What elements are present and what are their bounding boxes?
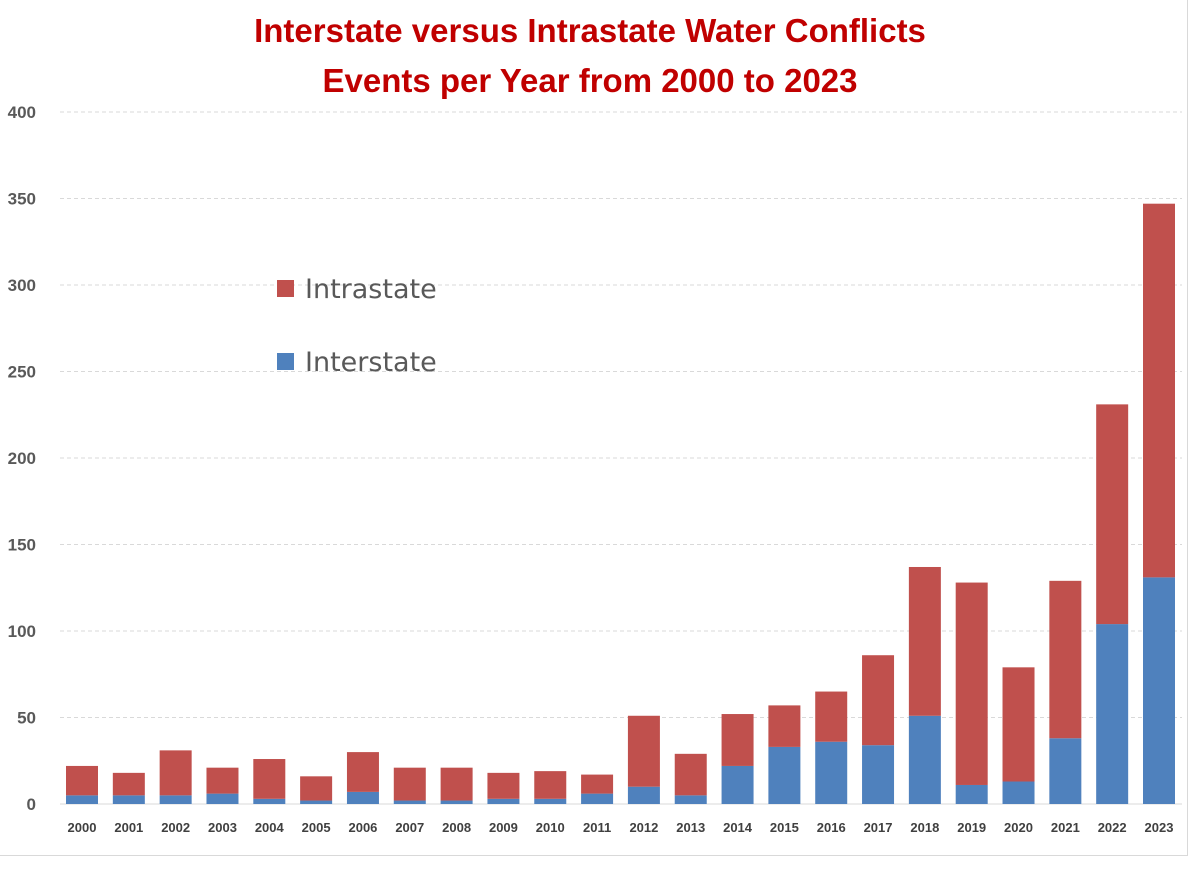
- y-tick-label: 350: [8, 190, 36, 209]
- x-tick-label: 2022: [1098, 820, 1127, 835]
- y-tick-label: 400: [8, 103, 36, 122]
- bar-intrastate-2003: [206, 767, 239, 794]
- legend-label-intrastate: Intrastate: [305, 274, 437, 305]
- chart-frame: [0, 0, 1188, 856]
- bar-intrastate-2010: [534, 771, 567, 799]
- x-tick-label: 2007: [395, 820, 424, 835]
- y-tick-label: 250: [8, 363, 36, 382]
- y-tick-label: 50: [17, 709, 36, 728]
- bar-intrastate-2013: [674, 753, 707, 796]
- bar-intrastate-2020: [1002, 667, 1035, 782]
- x-tick-label: 2014: [723, 820, 753, 835]
- x-tick-label: 2012: [629, 820, 658, 835]
- bar-intrastate-2006: [346, 752, 379, 792]
- x-tick-label: 2003: [208, 820, 237, 835]
- bar-interstate-2013: [674, 795, 707, 804]
- bar-intrastate-2009: [487, 772, 520, 799]
- bar-interstate-2000: [66, 795, 98, 804]
- bar-interstate-2008: [440, 800, 473, 804]
- x-tick-label: 2008: [442, 820, 471, 835]
- bar-intrastate-2011: [581, 774, 614, 794]
- bar-intrastate-2015: [768, 705, 801, 747]
- bar-interstate-2016: [815, 741, 848, 804]
- x-tick-label: 2004: [255, 820, 285, 835]
- bar-interstate-2002: [159, 795, 192, 804]
- legend-swatch-intrastate: [277, 280, 294, 297]
- bar-interstate-2001: [112, 795, 145, 804]
- bar-interstate-2015: [768, 746, 801, 804]
- y-tick-label: 200: [8, 449, 36, 468]
- bar-interstate-2012: [627, 786, 660, 804]
- bar-interstate-2010: [534, 798, 567, 804]
- bar-interstate-2011: [581, 793, 614, 804]
- bar-interstate-2004: [253, 798, 286, 804]
- bar-intrastate-2005: [300, 776, 333, 801]
- x-tick-label: 2019: [957, 820, 986, 835]
- x-axis-ticks: 2000 2001 2002 2003 2004 2005 2006 2007 2008 2009…: [68, 820, 1174, 835]
- x-tick-label: 2009: [489, 820, 518, 835]
- grid-layer: [60, 111, 1182, 805]
- bar-intrastate-2012: [627, 715, 660, 787]
- x-tick-label: 2006: [348, 820, 377, 835]
- bar-intrastate-2018: [908, 566, 941, 716]
- bar-interstate-2014: [721, 765, 754, 804]
- chart-title-line-1: Interstate versus Intrastate Water Confl…: [254, 12, 926, 49]
- x-tick-label: 2017: [864, 820, 893, 835]
- bar-intrastate-2002: [159, 750, 192, 796]
- bar-intrastate-2001: [112, 772, 145, 796]
- bar-interstate-2017: [862, 745, 895, 804]
- bar-intrastate-2007: [393, 767, 426, 801]
- bar-interstate-2003: [206, 793, 239, 804]
- y-axis-ticks: 0 50 100 150 200 250 300 350 400: [8, 103, 36, 814]
- legend-label-interstate: Interstate: [305, 347, 437, 378]
- bar-intrastate-2004: [253, 759, 286, 799]
- y-tick-label: 100: [8, 622, 36, 641]
- x-tick-label: 2016: [817, 820, 846, 835]
- x-tick-label: 2023: [1145, 820, 1174, 835]
- x-tick-label: 2018: [910, 820, 939, 835]
- legend-swatch-interstate: [277, 353, 294, 370]
- bar-intrastate-2019: [955, 582, 988, 785]
- bar-interstate-2007: [393, 800, 426, 804]
- bar-interstate-2021: [1049, 738, 1082, 804]
- x-tick-label: 2015: [770, 820, 799, 835]
- bar-intrastate-2000: [66, 765, 98, 796]
- bar-intrastate-2023: [1143, 203, 1175, 578]
- bar-interstate-2022: [1096, 624, 1129, 804]
- bar-interstate-2005: [300, 800, 333, 804]
- bar-intrastate-2014: [721, 714, 754, 766]
- x-tick-label: 2001: [114, 820, 143, 835]
- bar-intrastate-2008: [440, 767, 473, 801]
- bar-intrastate-2022: [1096, 404, 1129, 625]
- x-tick-label: 2011: [583, 820, 611, 835]
- x-tick-label: 2020: [1004, 820, 1033, 835]
- bar-interstate-2018: [908, 715, 941, 804]
- bar-interstate-2006: [346, 791, 379, 804]
- x-tick-label: 2010: [536, 820, 565, 835]
- y-tick-label: 0: [27, 795, 36, 814]
- x-tick-label: 2000: [68, 820, 97, 835]
- y-tick-label: 300: [8, 276, 36, 295]
- y-tick-label: 150: [8, 536, 36, 555]
- chart-title-line-2: Events per Year from 2000 to 2023: [322, 62, 858, 99]
- x-tick-label: 2005: [302, 820, 331, 835]
- bar-intrastate-2017: [862, 655, 895, 746]
- bar-interstate-2009: [487, 798, 520, 804]
- bar-intrastate-2021: [1049, 580, 1082, 739]
- bar-layer: [66, 203, 1175, 804]
- x-tick-label: 2002: [161, 820, 190, 835]
- bar-intrastate-2016: [815, 691, 848, 742]
- bar-interstate-2020: [1002, 781, 1035, 804]
- bar-interstate-2023: [1143, 577, 1175, 804]
- legend: Intrastate Interstate: [277, 274, 437, 378]
- x-tick-label: 2021: [1051, 820, 1080, 835]
- bar-interstate-2019: [955, 784, 988, 804]
- x-tick-label: 2013: [676, 820, 705, 835]
